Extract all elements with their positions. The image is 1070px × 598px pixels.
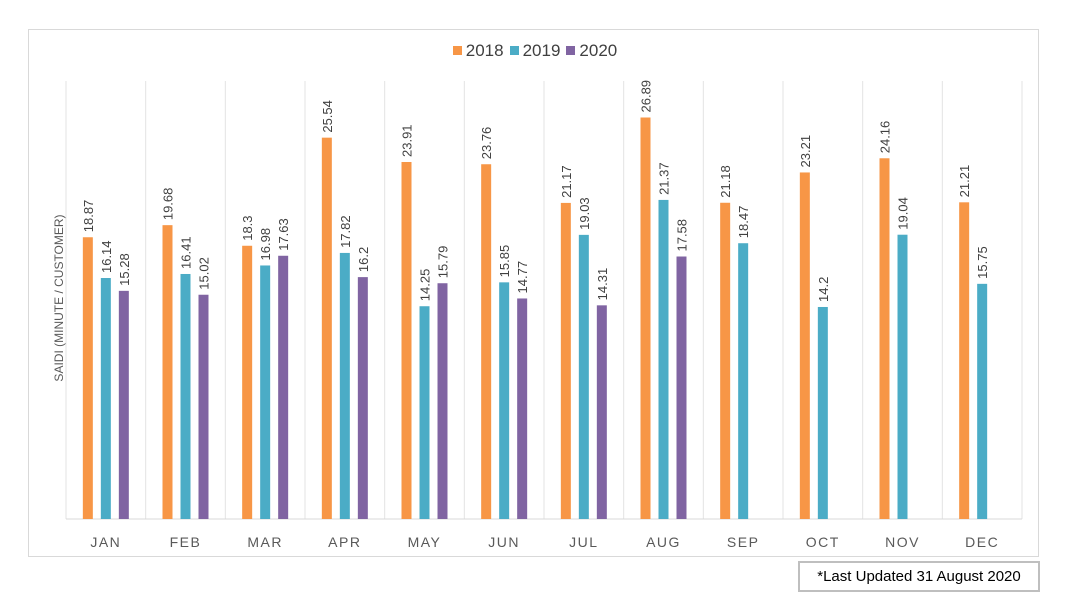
data-label: 25.54 <box>320 100 335 133</box>
data-label: 14.25 <box>418 269 433 302</box>
data-label: 21.18 <box>718 165 733 198</box>
bar-2018-dec <box>959 202 970 520</box>
x-tick-label: OCT <box>806 534 840 550</box>
bar-2020-jan <box>118 290 129 519</box>
bar-2020-aug <box>676 256 687 519</box>
bar-2019-nov <box>897 234 908 519</box>
data-label: 18.47 <box>736 206 751 239</box>
legend-label: 2018 <box>465 40 504 60</box>
data-label: 14.2 <box>816 277 831 302</box>
x-tick-label: AUG <box>646 534 681 550</box>
bar-2020-jun <box>517 298 528 519</box>
bar-2019-mar <box>260 265 271 519</box>
bar-2019-apr <box>339 252 350 520</box>
bar-2018-aug <box>640 117 651 519</box>
data-label: 17.58 <box>675 219 690 252</box>
bar-2018-apr <box>321 137 332 519</box>
legend-label: 2019 <box>522 40 561 60</box>
data-label: 15.28 <box>117 253 132 286</box>
data-label: 19.03 <box>577 197 592 230</box>
legend-label: 2020 <box>579 40 618 60</box>
chart-frame <box>28 29 1039 557</box>
data-label: 15.75 <box>975 246 990 279</box>
legend-item-2018: 2018 <box>452 40 504 61</box>
bar-2018-jun <box>481 164 492 519</box>
legend: 2018 2019 2020 <box>0 40 1070 61</box>
data-label: 23.21 <box>798 135 813 168</box>
bar-2018-feb <box>162 225 173 520</box>
data-label: 19.04 <box>896 197 911 230</box>
bar-2019-oct <box>817 306 828 519</box>
x-tick-label: JUL <box>569 534 598 550</box>
x-tick-label: MAR <box>247 534 283 550</box>
bar-2019-aug <box>658 199 669 519</box>
legend-item-2019: 2019 <box>509 40 561 61</box>
data-label: 17.63 <box>276 218 291 251</box>
data-label: 18.3 <box>240 215 255 240</box>
x-tick-label: SEP <box>727 534 760 550</box>
data-label: 21.21 <box>957 165 972 198</box>
bar-2020-may <box>437 283 448 519</box>
data-label: 21.37 <box>657 162 672 195</box>
data-label: 14.77 <box>515 261 530 294</box>
bar-2018-nov <box>879 158 890 519</box>
data-label: 15.02 <box>197 257 212 290</box>
data-label: 19.68 <box>161 188 176 221</box>
bar-2019-dec <box>977 283 988 519</box>
bar-2020-jul <box>596 305 607 519</box>
bar-2019-jan <box>100 278 111 519</box>
data-label: 16.41 <box>179 236 194 269</box>
bar-2018-oct <box>799 172 810 519</box>
legend-item-2020: 2020 <box>566 41 617 61</box>
x-tick-label: NOV <box>885 534 920 550</box>
bar-2019-may <box>419 306 430 519</box>
x-tick-label: JAN <box>90 534 121 550</box>
last-updated-footnote: *Last Updated 31 August 2020 <box>798 561 1040 592</box>
bar-2019-jun <box>499 282 510 519</box>
data-label: 18.87 <box>81 200 96 233</box>
x-tick-label: APR <box>328 534 361 550</box>
legend-swatch <box>509 46 519 55</box>
legend-swatch <box>452 46 462 55</box>
x-tick-label: JUN <box>488 534 520 550</box>
bar-2020-apr <box>357 277 368 519</box>
bar-2019-sep <box>738 243 749 519</box>
x-tick-label: DEC <box>965 534 999 550</box>
data-label: 15.79 <box>436 246 451 279</box>
bar-2020-feb <box>198 294 209 519</box>
x-tick-label: MAY <box>408 534 442 550</box>
bar-2020-mar <box>278 255 289 519</box>
bar-2019-feb <box>180 273 191 519</box>
legend-swatch <box>566 46 576 55</box>
data-label: 16.14 <box>99 240 114 273</box>
data-label: 21.17 <box>559 165 574 198</box>
bar-2018-sep <box>720 202 731 520</box>
x-tick-label: FEB <box>170 534 202 550</box>
data-label: 16.2 <box>356 247 371 272</box>
data-label: 17.82 <box>338 215 353 248</box>
data-label: 26.89 <box>639 80 654 113</box>
data-label: 23.91 <box>400 124 415 157</box>
bar-2018-jan <box>82 237 93 519</box>
data-label: 15.85 <box>497 245 512 278</box>
data-label: 16.98 <box>258 228 273 261</box>
bar-2019-jul <box>578 234 589 519</box>
bar-2018-mar <box>242 245 253 519</box>
bar-2018-jul <box>560 202 571 519</box>
data-label: 23.76 <box>479 127 494 160</box>
data-label: 14.31 <box>595 268 610 301</box>
data-label: 24.16 <box>878 121 893 154</box>
bar-2018-may <box>401 161 412 519</box>
